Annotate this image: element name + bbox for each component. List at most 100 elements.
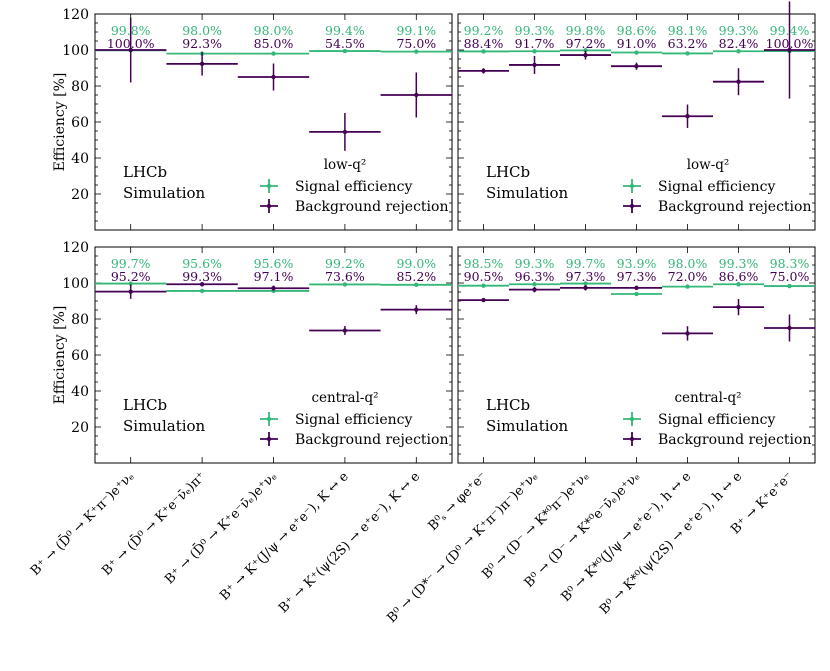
background-value-label: 96.3%	[515, 269, 555, 284]
panel-top-right: 99.2%88.4%99.3%91.7%99.8%97.2%98.6%91.0%…	[457, 1, 816, 231]
signal-value-label: 98.0%	[668, 256, 708, 271]
background-point	[787, 47, 792, 53]
signal-value-label: 99.7%	[566, 256, 606, 271]
background-point	[583, 52, 588, 58]
signal-value-label: 99.2%	[325, 256, 365, 271]
background-value-label: 92.3%	[182, 36, 222, 51]
signal-point	[532, 282, 537, 287]
background-value-label: 90.5%	[464, 269, 504, 284]
lhcb-label: LHCb	[123, 396, 167, 414]
signal-value-label: 98.0%	[254, 23, 294, 38]
legend-signal-marker	[266, 183, 272, 189]
legend-signal-label: Signal efficiency	[658, 179, 775, 195]
signal-point	[583, 281, 588, 286]
background-value-label: 82.4%	[719, 36, 759, 51]
background-value-label: 72.0%	[668, 269, 708, 284]
background-point	[481, 297, 486, 303]
signal-value-label: 98.6%	[617, 23, 657, 38]
signal-value-label: 99.1%	[396, 23, 436, 38]
background-value-label: 100.0%	[766, 36, 814, 51]
legend-signal-marker	[629, 183, 635, 189]
background-point	[128, 289, 133, 294]
background-point	[199, 282, 205, 287]
legend-signal-label: Signal efficiency	[658, 412, 775, 428]
y-tick-label: 80	[71, 312, 89, 328]
q2-region-label: low-q²	[687, 157, 730, 173]
legend-signal-label: Signal efficiency	[295, 412, 412, 428]
signal-value-label: 99.3%	[515, 23, 555, 38]
signal-value-label: 98.3%	[770, 256, 810, 271]
signal-point	[342, 48, 348, 54]
signal-value-label: 95.6%	[182, 256, 222, 271]
y-tick-label: 20	[71, 420, 89, 436]
lhcb-label: LHCb	[486, 163, 530, 181]
background-point	[128, 47, 133, 53]
signal-value-label: 99.8%	[566, 23, 606, 38]
legend-background-label: Background rejection	[658, 432, 811, 448]
signal-value-label: 99.7%	[111, 256, 151, 271]
legend-signal-marker	[266, 416, 272, 422]
panel-bottom-right: 98.5%90.5%99.3%96.3%99.7%97.3%93.9%97.3%…	[457, 246, 816, 464]
signal-value-label: 98.5%	[464, 256, 504, 271]
signal-point	[634, 50, 639, 55]
signal-value-label: 99.3%	[719, 23, 759, 38]
q2-region-label: low-q²	[324, 157, 367, 173]
y-tick-label: 60	[71, 348, 89, 364]
background-value-label: 75.0%	[770, 269, 810, 284]
signal-value-label: 98.0%	[182, 23, 222, 38]
background-value-label: 54.5%	[325, 36, 365, 51]
y-tick-label: 100	[62, 276, 89, 292]
background-point	[685, 331, 690, 336]
background-value-label: 97.3%	[617, 269, 657, 284]
background-value-label: 97.3%	[566, 269, 606, 284]
background-value-label: 97.2%	[566, 36, 606, 51]
background-point	[199, 61, 205, 67]
background-point	[414, 92, 419, 98]
x-category-label: B⁺ → (D̄⁰ → K⁺e⁻ν̄ₑ)e⁺νₑ	[161, 468, 280, 587]
simulation-label: Simulation	[123, 417, 206, 435]
background-value-label: 88.4%	[464, 36, 504, 51]
y-tick-label: 100	[62, 43, 89, 59]
signal-value-label: 99.4%	[325, 23, 365, 38]
y-tick-label: 120	[62, 240, 89, 256]
background-value-label: 100.0%	[107, 36, 155, 51]
legend-signal-label: Signal efficiency	[295, 179, 412, 195]
signal-point	[128, 281, 133, 286]
y-tick-label: 20	[71, 187, 89, 203]
q2-region-label: central-q²	[674, 390, 741, 406]
panel-top-left: 2040608010012099.8%100.0%98.0%92.3%98.0%…	[62, 7, 453, 231]
legend-background-label: Background rejection	[295, 432, 448, 448]
signal-value-label: 99.3%	[719, 256, 759, 271]
legend-background-marker	[266, 203, 272, 209]
signal-point	[199, 288, 205, 294]
x-category-label: B⁺ → K⁺(J/ψ → e⁺e⁻), K ↔ e	[217, 469, 352, 604]
y-tick-label: 40	[71, 151, 89, 167]
legend-background-marker	[266, 436, 272, 442]
legend-background-marker	[629, 203, 635, 209]
background-point	[342, 129, 348, 135]
signal-point	[271, 51, 276, 56]
y-axis-label: Efficiency [%]	[52, 73, 68, 172]
signal-point	[583, 48, 588, 53]
background-value-label: 85.2%	[396, 269, 436, 284]
signal-value-label: 99.2%	[464, 23, 504, 38]
x-category-label: B⁺ → K⁺(ψ(2S) → e⁺e⁻), K ↔ e	[276, 469, 423, 616]
legend-background-label: Background rejection	[658, 199, 811, 215]
signal-point	[481, 49, 486, 54]
y-axis-label: Efficiency [%]	[52, 306, 68, 405]
background-point	[634, 285, 639, 291]
signal-point	[414, 282, 419, 287]
signal-point	[685, 51, 690, 56]
background-value-label: 91.0%	[617, 36, 657, 51]
background-point	[414, 307, 419, 312]
signal-value-label: 93.9%	[617, 256, 657, 271]
background-value-label: 86.6%	[719, 269, 759, 284]
background-point	[271, 74, 276, 80]
q2-region-label: central-q²	[311, 390, 378, 406]
simulation-label: Simulation	[486, 417, 569, 435]
background-value-label: 75.0%	[396, 36, 436, 51]
legend-background-label: Background rejection	[295, 199, 448, 215]
background-point	[271, 286, 276, 291]
lhcb-label: LHCb	[123, 163, 167, 181]
signal-point	[342, 282, 348, 287]
